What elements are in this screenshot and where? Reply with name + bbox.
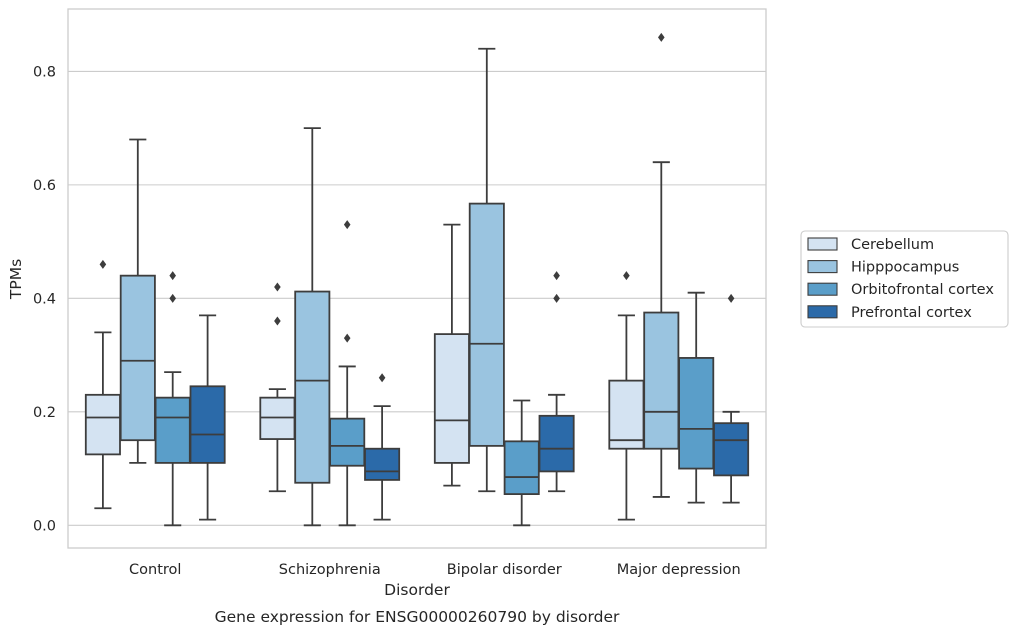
outlier-point: [658, 32, 665, 42]
box-iqr: [329, 417, 366, 467]
x-axis-label: Disorder: [384, 581, 450, 599]
box-iqr: [364, 447, 401, 481]
x-tick-label: Control: [129, 562, 181, 578]
legend-swatch: [807, 237, 838, 251]
outlier-point: [169, 271, 176, 281]
outlier-point: [169, 293, 176, 303]
box-3-0: [608, 271, 645, 521]
box-iqr: [154, 396, 191, 464]
plot-area-frame: [67, 8, 767, 549]
y-tick-label: 0.6: [33, 178, 56, 194]
outlier-point: [343, 220, 351, 230]
outlier-point: [343, 333, 351, 343]
legend-swatch: [807, 260, 838, 274]
legend-label: Hipppocampus: [851, 260, 959, 276]
box-0-3: [189, 314, 226, 521]
legend-label: Prefrontal cortex: [851, 305, 972, 321]
box-1-3: [364, 373, 401, 521]
box-iqr: [119, 274, 156, 442]
box-iqr: [678, 357, 715, 470]
legend-label: Orbitofrontal cortex: [851, 282, 994, 298]
y-tick-label: 0.0: [33, 518, 56, 534]
outlier-point: [274, 316, 281, 326]
box-3-1: [643, 32, 680, 498]
box-0-2: [154, 271, 191, 527]
box-iqr: [468, 202, 505, 447]
y-axis-label: TPMs: [7, 259, 25, 300]
box-iqr: [538, 414, 575, 473]
legend-frame: [800, 230, 1009, 328]
outlier-point: [553, 271, 560, 281]
y-tick-label: 0.4: [33, 291, 56, 307]
x-tick-label: Major depression: [617, 562, 741, 578]
box-iqr: [433, 333, 470, 464]
box-iqr: [294, 290, 331, 484]
legend-swatch: [807, 282, 838, 296]
box-plot-marks: [84, 32, 750, 527]
box-iqr: [84, 393, 121, 456]
box-iqr: [608, 379, 645, 450]
box-iqr: [189, 385, 226, 464]
y-tick-label: 0.8: [33, 64, 56, 80]
y-tick-label: 0.2: [33, 405, 56, 421]
box-2-0: [433, 223, 470, 487]
y-axis-ticks: 0.0 0.2 0.4 0.6 0.8: [33, 64, 56, 534]
box-0-1: [119, 138, 156, 464]
outlier-point: [378, 373, 386, 383]
chart-caption: Gene expression for ENSG00000260790 by d…: [215, 608, 620, 626]
box-1-1: [294, 127, 331, 527]
box-1-0: [259, 282, 296, 493]
box-iqr: [713, 422, 750, 477]
outlier-point: [99, 259, 107, 269]
x-tick-label: Schizophrenia: [279, 562, 381, 578]
legend-label: Cerebellum: [851, 237, 934, 253]
outlier-point: [553, 293, 560, 303]
box-3-3: [713, 293, 750, 504]
x-tick-label: Bipolar disorder: [447, 562, 562, 578]
box-2-2: [503, 399, 540, 527]
box-0-0: [84, 259, 121, 510]
box-1-2: [329, 220, 366, 527]
box-iqr: [643, 311, 680, 450]
outlier-point: [623, 271, 630, 281]
box-2-1: [468, 47, 505, 493]
box-3-2: [678, 291, 715, 504]
box-iqr: [503, 440, 540, 496]
box-2-3: [538, 271, 575, 493]
x-axis-ticks: Control Schizophrenia Bipolar disorder Majo…: [129, 562, 741, 578]
legend: Cerebellum Hipppocampus Orbitofrontal cort…: [800, 230, 1009, 328]
outlier-point: [727, 293, 735, 303]
legend-swatch: [807, 305, 838, 319]
outlier-point: [274, 282, 281, 292]
